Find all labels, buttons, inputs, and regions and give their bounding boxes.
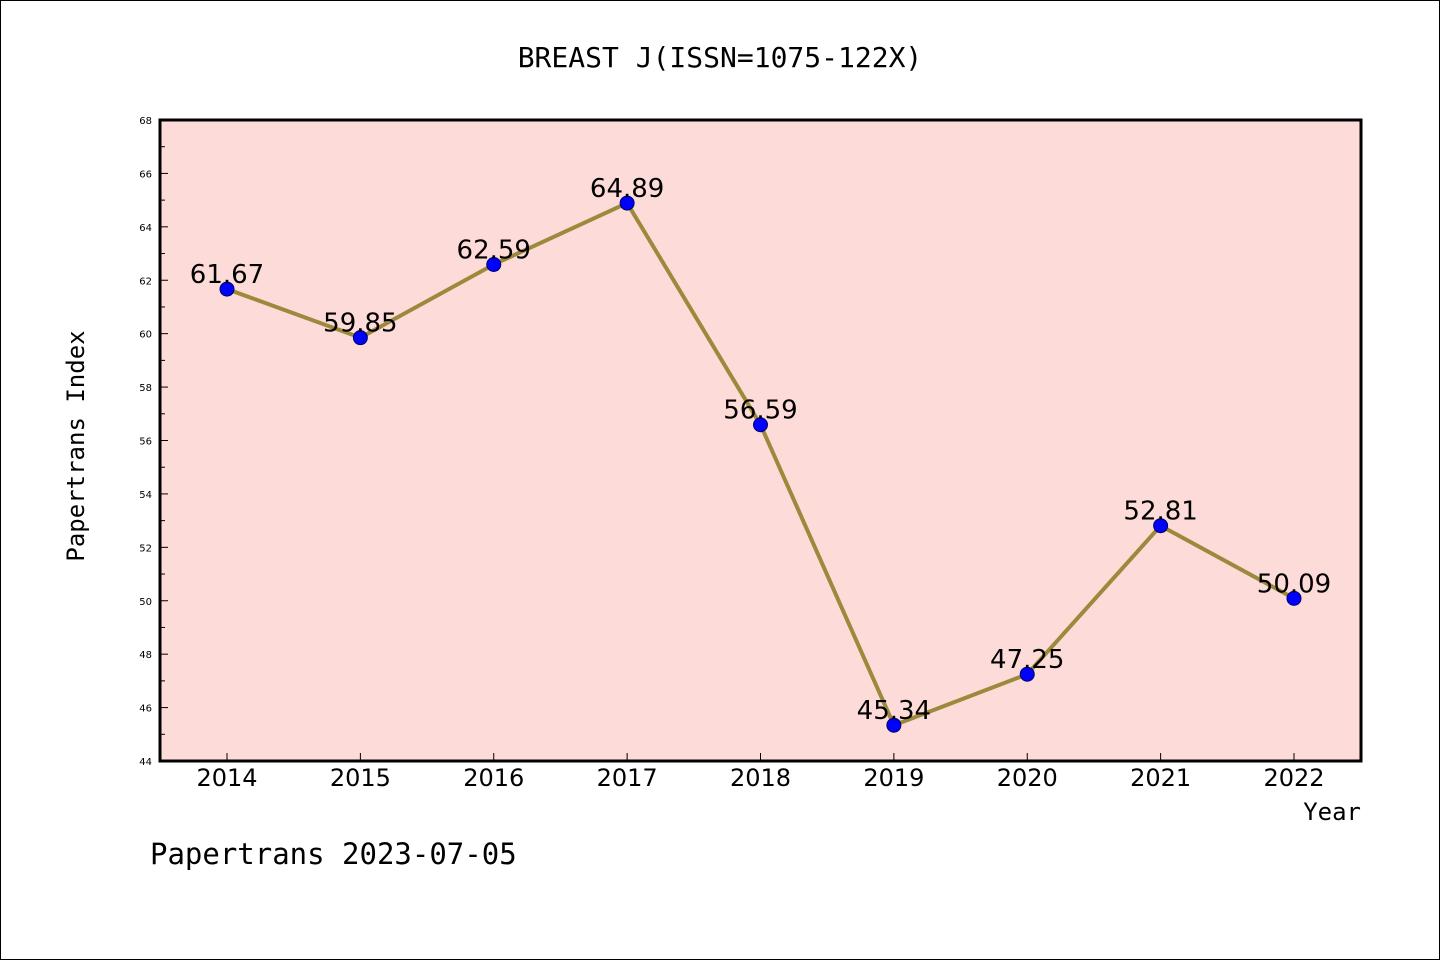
data-point [1019, 666, 1035, 682]
plot-area [160, 120, 1361, 761]
x-axis: 2014 2015 2016 2017 2018 2019 2020 2021 2022 [196, 753, 1325, 792]
y-tick-label: 46 [139, 704, 152, 715]
data-point [219, 281, 235, 297]
y-tick-label: 66 [139, 169, 152, 180]
y-tick-label: 50 [139, 597, 152, 608]
data-label: 47.25 [990, 645, 1064, 675]
x-tick-label: 2017 [597, 764, 658, 792]
x-tick-label: 2020 [997, 764, 1058, 792]
series [219, 195, 1302, 733]
chart-title: BREAST J(ISSN=1075-122X) [518, 41, 923, 74]
y-tick-label: 44 [139, 757, 152, 768]
data-point [352, 330, 368, 346]
data-label: 61.67 [190, 260, 264, 290]
plot-border [158, 118, 1363, 763]
y-tick-label: 64 [139, 223, 152, 234]
y-tick-label: 62 [139, 276, 152, 287]
y-axis-label: Papertrans Index [62, 330, 90, 561]
y-tick-label: 60 [139, 330, 152, 341]
data-label: 59.85 [323, 309, 397, 339]
data-labels: 61.67 59.85 62.59 64.89 56.59 45.34 47.25 52.81… [190, 174, 1331, 726]
data-point [886, 717, 902, 733]
x-tick-label: 2015 [330, 764, 391, 792]
x-tick-label: 2021 [1130, 764, 1191, 792]
y-axis: 44 46 48 50 52 54 56 58 60 62 64 66 68 [139, 116, 168, 768]
data-label: 52.81 [1123, 497, 1197, 527]
data-label: 50.09 [1257, 569, 1331, 599]
y-tick-label: 56 [139, 437, 152, 448]
x-tick-label: 2016 [463, 764, 524, 792]
data-label: 56.59 [723, 396, 797, 426]
x-tick-label: 2022 [1263, 764, 1324, 792]
y-tick-label: 58 [139, 383, 152, 394]
data-label: 62.59 [457, 235, 531, 265]
data-point [753, 417, 768, 433]
data-point [1286, 590, 1302, 606]
data-point [486, 256, 502, 272]
y-tick-label: 68 [139, 116, 152, 127]
x-tick-label: 2019 [863, 764, 924, 792]
data-label: 45.34 [857, 696, 931, 726]
y-tick-label: 52 [139, 543, 152, 554]
y-tick-label: 48 [139, 650, 152, 661]
y-tick-label: 54 [139, 490, 152, 501]
x-axis-label: Year [1303, 798, 1361, 826]
data-point [619, 195, 635, 211]
data-point [1153, 518, 1169, 534]
x-tick-label: 2018 [730, 764, 791, 792]
data-label: 64.89 [590, 174, 664, 204]
x-tick-label: 2014 [196, 764, 257, 792]
footer-watermark: Papertrans 2023-07-05 [150, 837, 517, 871]
